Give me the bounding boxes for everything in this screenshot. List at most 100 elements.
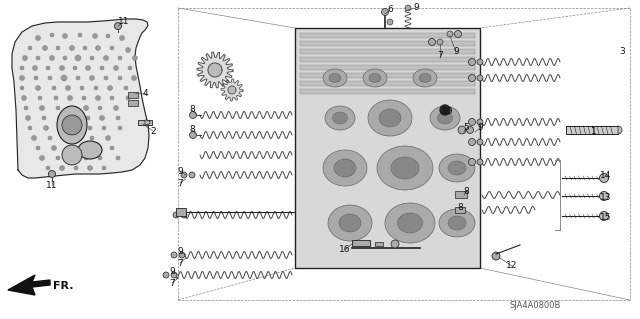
Text: 7: 7 <box>177 179 183 188</box>
Ellipse shape <box>369 73 381 83</box>
Circle shape <box>104 56 109 61</box>
Ellipse shape <box>339 214 361 232</box>
Circle shape <box>48 136 52 140</box>
Circle shape <box>118 76 122 80</box>
Ellipse shape <box>438 112 452 124</box>
Circle shape <box>467 127 474 133</box>
Circle shape <box>110 46 114 50</box>
Text: 9: 9 <box>477 123 483 132</box>
Ellipse shape <box>379 109 401 127</box>
Text: 8: 8 <box>463 188 469 197</box>
Circle shape <box>179 252 185 258</box>
Polygon shape <box>221 79 243 101</box>
Circle shape <box>19 76 24 80</box>
Circle shape <box>65 85 70 91</box>
Circle shape <box>120 35 125 41</box>
Circle shape <box>429 39 435 46</box>
Ellipse shape <box>325 106 355 130</box>
Circle shape <box>49 56 54 61</box>
Circle shape <box>171 252 177 258</box>
Circle shape <box>104 76 108 80</box>
Circle shape <box>189 112 196 118</box>
Circle shape <box>86 116 90 120</box>
Circle shape <box>44 125 49 130</box>
Circle shape <box>492 252 500 260</box>
Circle shape <box>28 126 32 130</box>
Circle shape <box>35 85 40 91</box>
Circle shape <box>63 56 67 60</box>
Circle shape <box>437 39 443 45</box>
Circle shape <box>70 155 74 160</box>
Bar <box>455 207 465 213</box>
Ellipse shape <box>391 157 419 179</box>
Circle shape <box>40 155 45 160</box>
Circle shape <box>126 96 130 100</box>
Circle shape <box>189 131 196 138</box>
Ellipse shape <box>419 73 431 83</box>
Bar <box>352 240 370 246</box>
Ellipse shape <box>329 73 341 83</box>
Circle shape <box>106 136 111 140</box>
Circle shape <box>62 136 66 140</box>
Circle shape <box>66 146 70 150</box>
Polygon shape <box>12 19 149 178</box>
Text: SJA4A0800B: SJA4A0800B <box>509 301 561 310</box>
Circle shape <box>38 96 42 100</box>
Circle shape <box>84 156 88 160</box>
Text: 8: 8 <box>189 125 195 135</box>
Circle shape <box>468 58 476 65</box>
Text: 13: 13 <box>600 192 612 202</box>
Circle shape <box>477 139 483 145</box>
Circle shape <box>61 75 67 81</box>
Text: 8: 8 <box>457 204 463 212</box>
Circle shape <box>477 59 483 65</box>
Polygon shape <box>8 275 50 295</box>
Ellipse shape <box>430 106 460 130</box>
Circle shape <box>468 75 476 81</box>
Ellipse shape <box>397 213 422 233</box>
Circle shape <box>70 106 74 110</box>
Text: 5: 5 <box>463 123 469 132</box>
Circle shape <box>46 66 50 70</box>
Bar <box>300 57 475 62</box>
Ellipse shape <box>328 205 372 241</box>
Text: 8: 8 <box>189 106 195 115</box>
Text: 4: 4 <box>142 88 148 98</box>
Circle shape <box>34 76 38 80</box>
Circle shape <box>83 106 88 110</box>
Circle shape <box>108 85 113 91</box>
Circle shape <box>125 48 131 53</box>
Ellipse shape <box>78 141 102 159</box>
Circle shape <box>56 156 60 160</box>
Text: 15: 15 <box>600 212 612 221</box>
Circle shape <box>132 56 138 61</box>
Circle shape <box>99 115 104 121</box>
Circle shape <box>20 66 24 70</box>
Circle shape <box>28 46 32 50</box>
Circle shape <box>113 106 118 110</box>
Bar <box>300 73 475 78</box>
Circle shape <box>93 145 99 151</box>
Circle shape <box>454 31 461 38</box>
Circle shape <box>468 159 476 166</box>
Ellipse shape <box>439 209 475 237</box>
Circle shape <box>33 65 38 70</box>
Circle shape <box>42 116 46 120</box>
Circle shape <box>76 136 81 140</box>
Circle shape <box>90 136 94 140</box>
Circle shape <box>106 34 110 38</box>
Bar <box>128 92 138 98</box>
Text: 11: 11 <box>46 181 58 189</box>
Circle shape <box>118 56 122 60</box>
Circle shape <box>40 106 45 110</box>
Circle shape <box>98 156 102 160</box>
Circle shape <box>477 75 483 81</box>
Circle shape <box>88 166 93 170</box>
Circle shape <box>26 115 31 121</box>
Circle shape <box>95 95 100 100</box>
Circle shape <box>80 86 84 90</box>
Ellipse shape <box>57 106 87 144</box>
Ellipse shape <box>448 161 466 175</box>
Circle shape <box>52 86 56 90</box>
Bar <box>300 49 475 54</box>
